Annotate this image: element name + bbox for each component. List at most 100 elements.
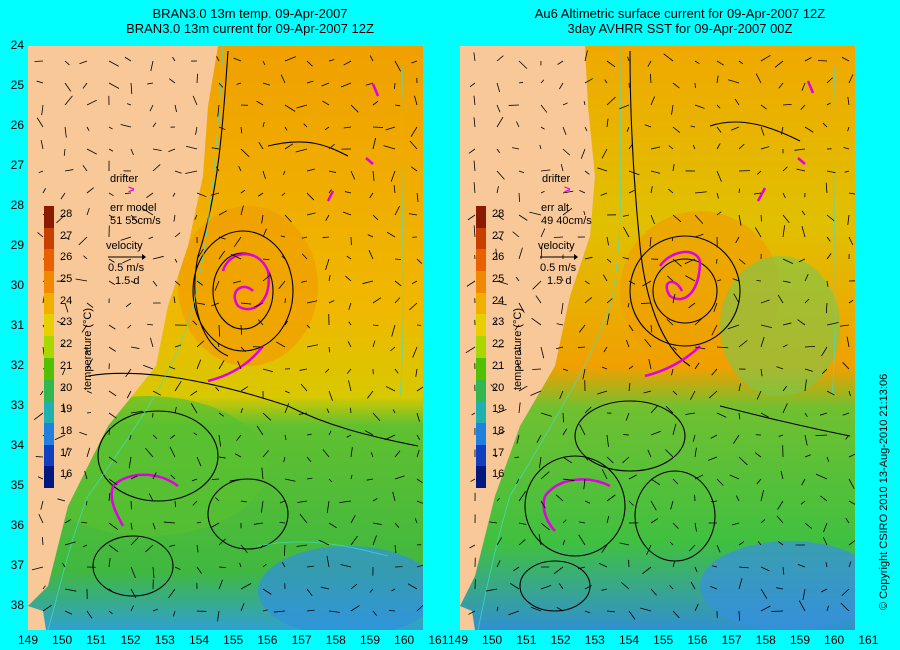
velocity-arrow (782, 344, 788, 348)
velocity-arrow (731, 522, 740, 526)
velocity-arrow (797, 563, 806, 568)
velocity-arrow (840, 602, 850, 612)
velocity-arrow (843, 147, 850, 150)
velocity-arrow (671, 368, 674, 376)
velocity-arrow (148, 493, 154, 502)
velocity-arrow (760, 566, 770, 572)
velocity-arrow (196, 192, 207, 198)
velocity-arrow (41, 104, 44, 116)
velocity-arrow (848, 478, 855, 489)
velocity-arrow (295, 148, 308, 153)
velocity-arrow (372, 100, 379, 106)
velocity-arrow (782, 103, 792, 106)
velocity-arrow (496, 236, 503, 241)
velocity-arrow (756, 478, 762, 485)
velocity-arrow (64, 610, 73, 615)
velocity-arrow (306, 344, 319, 348)
lon-label: 157 (291, 633, 312, 647)
velocity-arrow (394, 544, 397, 554)
velocity-arrow (148, 236, 154, 240)
colorbar-tick-label: 20 (492, 381, 505, 394)
velocity-arrow (716, 143, 721, 150)
velocity-arrow (535, 295, 542, 304)
velocity-arrow (149, 104, 154, 112)
velocity-arrow (409, 302, 418, 311)
velocity-arrow (174, 344, 182, 348)
velocity-arrow (540, 190, 545, 194)
velocity-arrow (694, 191, 707, 194)
colorbar-tick-label: 19 (492, 403, 505, 416)
velocity-arrow (372, 297, 382, 304)
velocity-arrow (601, 366, 608, 370)
velocity-arrow (628, 610, 636, 620)
velocity-arrow (606, 610, 615, 613)
velocity-arrow (328, 390, 333, 401)
lon-label: 153 (584, 633, 605, 647)
velocity-arrow (42, 585, 46, 590)
velocity-arrow (328, 274, 331, 282)
velocity-arrow (494, 319, 498, 326)
velocity-arrow (218, 236, 226, 240)
velocity-arrow (694, 233, 704, 238)
velocity-arrow (496, 104, 501, 113)
velocity-arrow (826, 253, 832, 260)
colorbar-swatch (476, 249, 486, 272)
velocity-arrow (328, 300, 335, 304)
velocity-arrow (582, 368, 586, 380)
velocity-arrow (670, 500, 674, 510)
velocity-arrow (130, 537, 139, 546)
colorbar-tick-label: 22 (60, 338, 73, 351)
velocity-arrow (372, 498, 378, 502)
right-err-legend: err alt 49 40cm/s (541, 202, 592, 228)
velocity-arrow (306, 60, 313, 67)
velocity-arrow (284, 143, 294, 150)
velocity-arrow (510, 583, 520, 590)
velocity-arrow (130, 280, 136, 284)
left-title-line1: BRAN3.0 13m temp. 09-Apr-2007 (152, 6, 348, 21)
velocity-arrow (518, 522, 527, 525)
velocity-arrow (328, 522, 337, 529)
velocity-arrow (152, 164, 161, 172)
velocity-arrow (196, 566, 202, 574)
velocity-arrow (262, 450, 269, 458)
velocity-arrow (604, 79, 608, 84)
right-drifter-legend: drifter (542, 173, 570, 186)
velocity-arrow (108, 544, 119, 553)
velocity-arrow (848, 390, 851, 397)
velocity-arrow (584, 170, 590, 175)
velocity-arrow (57, 498, 66, 502)
velocity-arrow (174, 380, 182, 392)
velocity-arrow (776, 587, 784, 590)
velocity-arrow (108, 493, 111, 502)
velocity-arrow (469, 82, 476, 88)
velocity-arrow (848, 299, 854, 304)
velocity-arrow (672, 82, 680, 89)
velocity-arrow (760, 54, 771, 62)
velocity-arrow (372, 170, 375, 181)
velocity-arrow (218, 250, 226, 260)
velocity-arrow (369, 192, 374, 199)
velocity-arrow (641, 302, 652, 304)
velocity-arrow (650, 430, 661, 436)
velocity-arrow (108, 60, 119, 67)
drifter-tracks (110, 83, 380, 527)
velocity-arrow (826, 102, 831, 106)
velocity-arrow (473, 182, 476, 194)
velocity-arrow (414, 95, 418, 106)
velocity-arrow (826, 390, 835, 396)
colorbar-swatch (476, 357, 486, 380)
velocity-arrow (823, 522, 828, 533)
velocity-arrow (306, 192, 315, 201)
velocity-arrow (848, 236, 854, 246)
velocity-arrow (584, 610, 591, 614)
velocity-arrow (562, 102, 568, 106)
velocity-arrow (412, 346, 418, 358)
velocity-arrow (562, 208, 573, 216)
velocity-arrow (694, 603, 699, 612)
velocity-arrow (821, 588, 828, 593)
velocity-arrow (672, 126, 681, 133)
velocity-arrow (628, 280, 636, 285)
velocity-arrow (597, 167, 608, 172)
velocity-arrow (210, 302, 220, 307)
lon-label: 156 (257, 633, 278, 647)
